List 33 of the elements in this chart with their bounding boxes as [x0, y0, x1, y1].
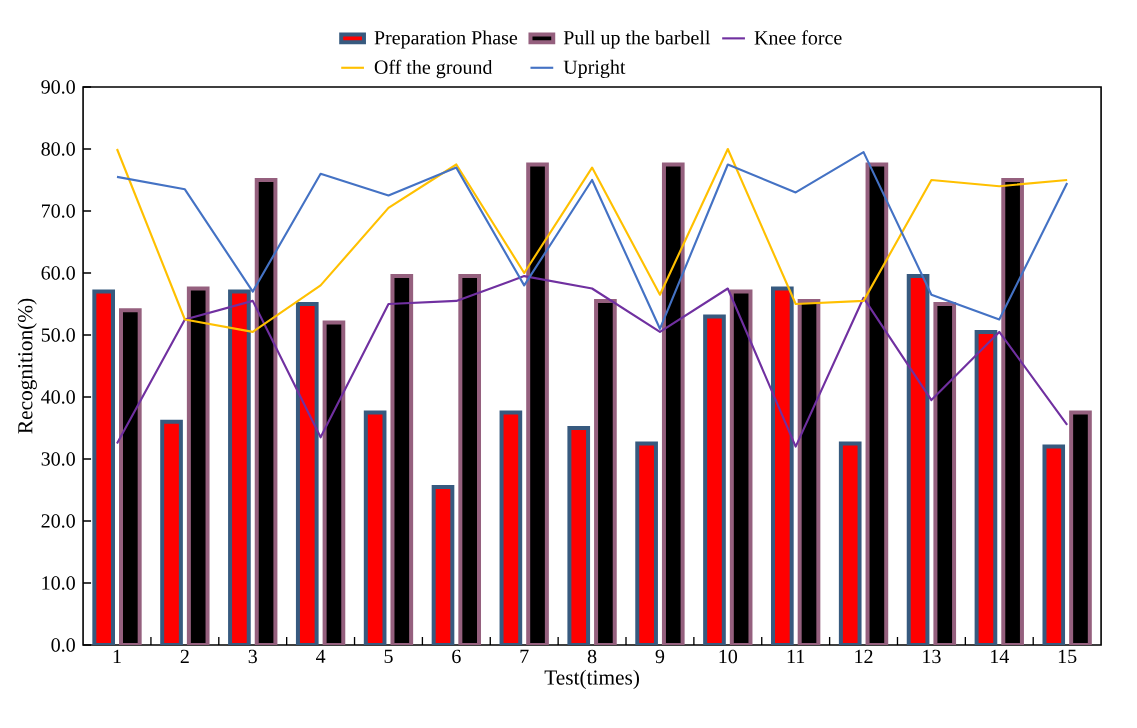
x-tick-label: 6 [452, 649, 461, 664]
x-tick-label: 14 [991, 649, 1009, 663]
y-axis-title: Recognition(%) [17, 298, 37, 434]
x-tick-label: 11 [787, 649, 805, 663]
x-tick-label: 7 [520, 649, 529, 663]
legend-label: Knee force [754, 30, 842, 45]
y-tick-label: 90.0 [41, 80, 75, 94]
y-tick-label: 60.0 [41, 266, 75, 280]
y-tick-label: 50.0 [41, 328, 75, 342]
x-tick-label: 5 [384, 649, 393, 663]
x-tick-label: 2 [180, 649, 189, 663]
x-axis-title: Test(times) [544, 669, 640, 690]
x-tick-label: 15 [1058, 649, 1077, 664]
legend-label: Pull up the barbell [563, 30, 711, 49]
y-tick-label: 80.0 [41, 142, 75, 156]
y-tick-label: 40.0 [41, 390, 75, 404]
x-tick-label: 3 [248, 649, 257, 664]
y-tick-label: 70.0 [42, 204, 75, 218]
x-tick-label: 1 [113, 649, 121, 663]
x-tick-label: 4 [316, 649, 326, 663]
y-tick-label: 10.0 [42, 576, 75, 590]
x-tick-label: 8 [587, 649, 597, 664]
y-tick-label: 20.0 [41, 514, 75, 528]
y-tick-label: 0.0 [51, 638, 75, 652]
line-series [115, 275, 1069, 448]
legend-label: Upright [563, 59, 626, 79]
legend-label: Preparation Phase [374, 30, 518, 49]
x-tick-label: 13 [923, 649, 941, 664]
x-tick-label: 10 [719, 649, 738, 664]
legend-label: Off the ground [374, 59, 493, 79]
x-tick-label: 9 [655, 649, 665, 664]
x-tick-label: 12 [855, 649, 873, 663]
y-tick-label: 30.0 [41, 452, 75, 466]
